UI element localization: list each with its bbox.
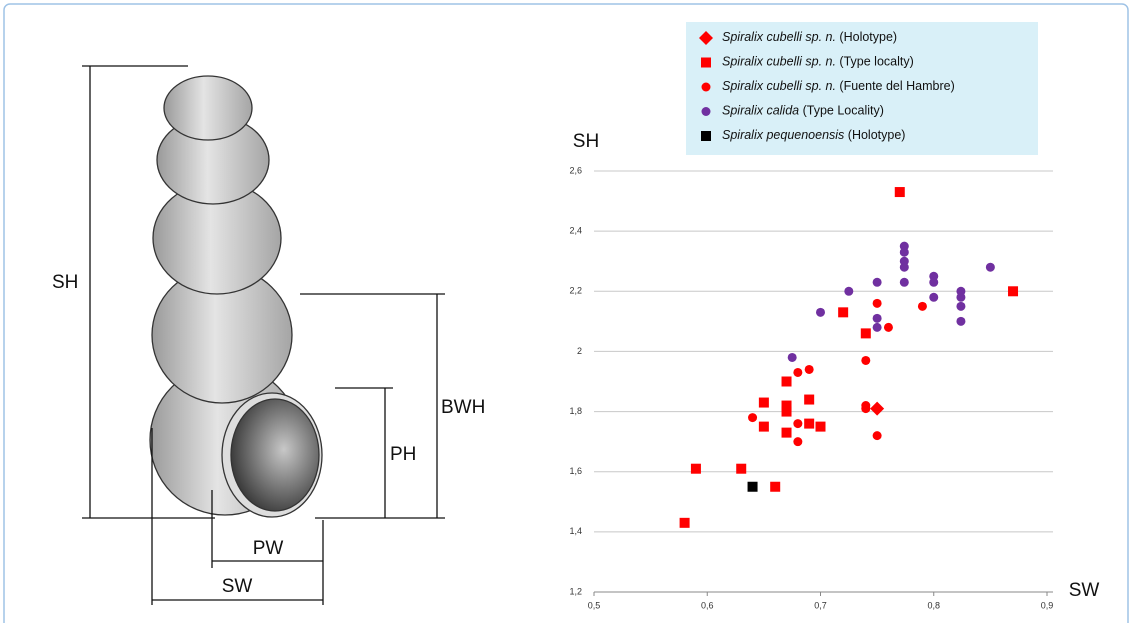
x-tick-label: 0,5 <box>588 600 601 610</box>
point <box>872 313 882 323</box>
point <box>1008 286 1019 297</box>
point <box>736 463 747 474</box>
dim-label: SW <box>222 576 253 597</box>
legend-marker <box>701 82 711 92</box>
point <box>870 401 885 416</box>
y-tick-label: 2,4 <box>569 226 582 236</box>
legend-marker <box>701 131 711 141</box>
point <box>883 322 893 332</box>
point <box>787 352 797 362</box>
point <box>872 322 882 332</box>
legend-label: Spiralix cubelli sp. n. (Type localty) <box>722 55 914 69</box>
dim-label: BWH <box>441 397 485 418</box>
point <box>758 421 769 432</box>
point <box>985 262 995 272</box>
y-tick-label: 2,2 <box>569 286 582 296</box>
point <box>899 262 909 272</box>
point <box>690 463 701 474</box>
point <box>748 413 758 423</box>
point <box>804 418 815 429</box>
point <box>894 187 905 198</box>
point <box>804 394 815 405</box>
point <box>860 328 871 339</box>
point <box>758 397 769 408</box>
point <box>679 517 690 528</box>
point <box>781 376 792 387</box>
shell-drawing <box>149 75 323 518</box>
y-tick-label: 1,8 <box>569 406 582 416</box>
legend-marker <box>701 57 711 68</box>
y-tick-label: 1,6 <box>569 466 582 476</box>
point <box>956 301 966 311</box>
y-tick-label: 1,4 <box>569 526 582 536</box>
point <box>793 437 803 447</box>
point <box>872 298 882 308</box>
legend-label: Spiralix calida (Type Locality) <box>722 104 884 118</box>
point <box>816 307 825 317</box>
point <box>872 277 882 287</box>
point <box>804 364 814 374</box>
y-tick-label: 2 <box>577 346 582 356</box>
point <box>747 481 758 492</box>
y-tick-label: 1,2 <box>569 586 582 596</box>
point <box>838 307 849 318</box>
x-tick-label: 0,6 <box>701 600 714 610</box>
point <box>917 301 927 311</box>
point <box>956 292 966 302</box>
point <box>770 481 781 492</box>
point <box>929 277 939 287</box>
legend-box <box>686 22 1038 155</box>
point <box>781 406 792 417</box>
y-axis-label: SH <box>573 131 599 152</box>
frame <box>3 3 1129 628</box>
dimension-lines <box>82 65 445 605</box>
point <box>899 277 909 287</box>
x-tick-label: 0,9 <box>1041 600 1054 610</box>
y-tick-label: 2,6 <box>569 165 582 175</box>
point <box>781 427 792 438</box>
legend-marker <box>699 31 713 45</box>
point <box>793 419 803 429</box>
point <box>872 431 882 441</box>
legend-label: Spiralix pequenoensis (Holotype) <box>722 128 905 142</box>
point <box>929 292 939 302</box>
point <box>782 401 792 411</box>
point <box>861 355 871 365</box>
point <box>815 421 826 432</box>
point <box>793 367 803 377</box>
point <box>844 286 854 296</box>
dim-label: SH <box>52 272 78 293</box>
legend-label: Spiralix cubelli sp. n. (Fuente del Hamb… <box>722 79 955 93</box>
point <box>899 247 909 257</box>
point <box>861 404 871 414</box>
x-tick-label: 0,8 <box>927 600 940 610</box>
x-axis-label: SW <box>1069 580 1100 601</box>
x-tick-label: 0,7 <box>814 600 827 610</box>
point <box>956 316 966 326</box>
legend-label: Spiralix cubelli sp. n. (Holotype) <box>722 30 897 44</box>
dim-label: PW <box>253 538 284 559</box>
dim-label: PH <box>390 444 416 465</box>
legend-marker <box>701 107 711 116</box>
